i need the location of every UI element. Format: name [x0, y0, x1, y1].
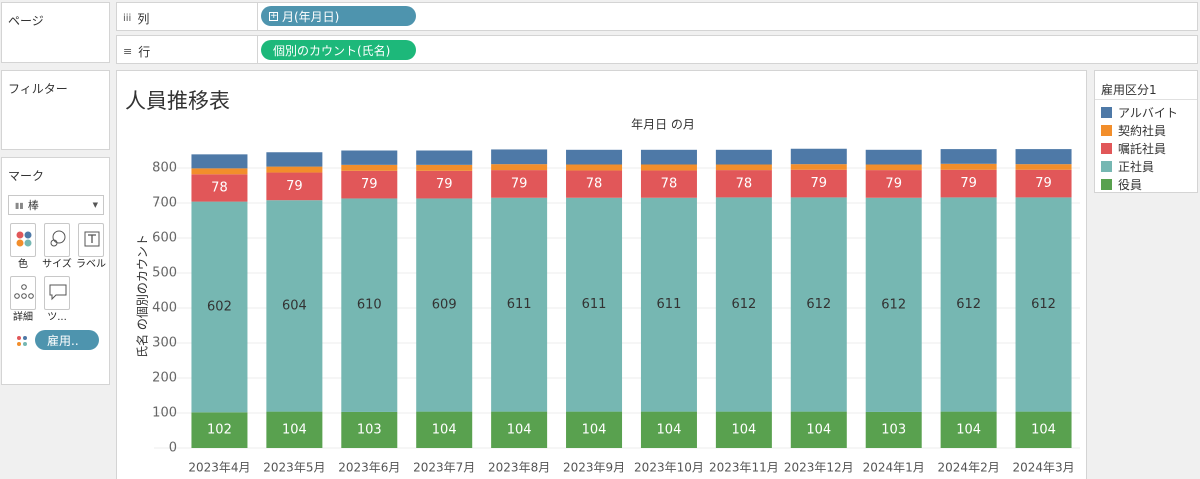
- columns-icon: iii: [123, 13, 132, 24]
- filters-title: フィルター: [8, 82, 68, 96]
- detail-dots-icon: [14, 284, 34, 299]
- size-button-label: サイズ: [42, 259, 72, 270]
- rows-shelf-title: ≡ 行: [123, 43, 150, 60]
- columns-pill-label: 月(年月日): [282, 9, 340, 24]
- legend-item[interactable]: アルバイト: [1101, 104, 1178, 121]
- color-field-pill[interactable]: 雇用..: [35, 330, 99, 350]
- color-button[interactable]: [10, 223, 36, 257]
- tooltip-button[interactable]: [44, 276, 70, 310]
- columns-pill[interactable]: + 月(年月日): [261, 6, 416, 26]
- legend-label: 嘱託社員: [1118, 142, 1167, 156]
- size-circles-icon: [50, 230, 66, 247]
- rows-label: 行: [138, 45, 151, 59]
- pages-title: ページ: [8, 14, 44, 28]
- pages-pane[interactable]: ページ: [1, 2, 110, 63]
- bar-chart-icon: ▮▮: [15, 200, 24, 210]
- chart-pane: 人員推移表: [116, 70, 1087, 479]
- tooltip-button-label: ツ...: [47, 312, 67, 323]
- expand-plus-icon: +: [269, 10, 278, 21]
- legend-title: 雇用区分1: [1101, 83, 1157, 97]
- detail-button-label: 詳細: [13, 312, 33, 323]
- shelf-divider: [257, 3, 258, 30]
- rows-icon: ≡: [123, 45, 133, 58]
- legend-item[interactable]: 契約社員: [1101, 122, 1166, 139]
- legend-item[interactable]: 正社員: [1101, 158, 1154, 175]
- legend-divider: [1095, 99, 1197, 100]
- rows-pill[interactable]: 個別のカウント(氏名): [261, 40, 416, 60]
- legend-swatch: [1101, 125, 1112, 136]
- legend-label: 役員: [1118, 178, 1143, 192]
- color-dots-icon: [17, 336, 27, 346]
- legend-swatch: [1101, 161, 1112, 172]
- legend-label: 契約社員: [1118, 124, 1167, 138]
- columns-label: 列: [137, 12, 150, 26]
- text-label-icon: [84, 231, 100, 247]
- legend-item[interactable]: 役員: [1101, 176, 1142, 193]
- mark-type-label: 棒: [27, 199, 39, 212]
- columns-shelf-title: iii 列: [123, 10, 149, 27]
- detail-button[interactable]: [10, 276, 36, 310]
- filters-pane[interactable]: フィルター: [1, 70, 110, 150]
- marks-pane: マーク ▮▮ 棒 ▼ 色 サイズ ラベル 詳細: [1, 157, 110, 385]
- tooltip-icon: [49, 284, 67, 301]
- legend-swatch: [1101, 179, 1112, 190]
- rows-shelf[interactable]: ≡ 行 個別のカウント(氏名): [116, 35, 1198, 64]
- legend-swatch: [1101, 107, 1112, 118]
- color-button-label: 色: [18, 259, 28, 270]
- legend-swatch: [1101, 143, 1112, 154]
- label-button[interactable]: [78, 223, 104, 257]
- marks-title: マーク: [8, 169, 45, 183]
- columns-shelf[interactable]: iii 列 + 月(年月日): [116, 2, 1198, 31]
- legend-label: アルバイト: [1118, 106, 1178, 120]
- color-dots-icon: [16, 231, 32, 247]
- chart-title: 人員推移表: [125, 89, 230, 113]
- shelf-divider: [257, 36, 258, 63]
- size-button[interactable]: [44, 223, 70, 257]
- mark-type-dropdown[interactable]: ▮▮ 棒 ▼: [8, 195, 104, 215]
- legend-item[interactable]: 嘱託社員: [1101, 140, 1166, 157]
- chevron-down-icon: ▼: [92, 201, 98, 209]
- legend-label: 正社員: [1118, 160, 1155, 174]
- label-button-label: ラベル: [76, 259, 106, 270]
